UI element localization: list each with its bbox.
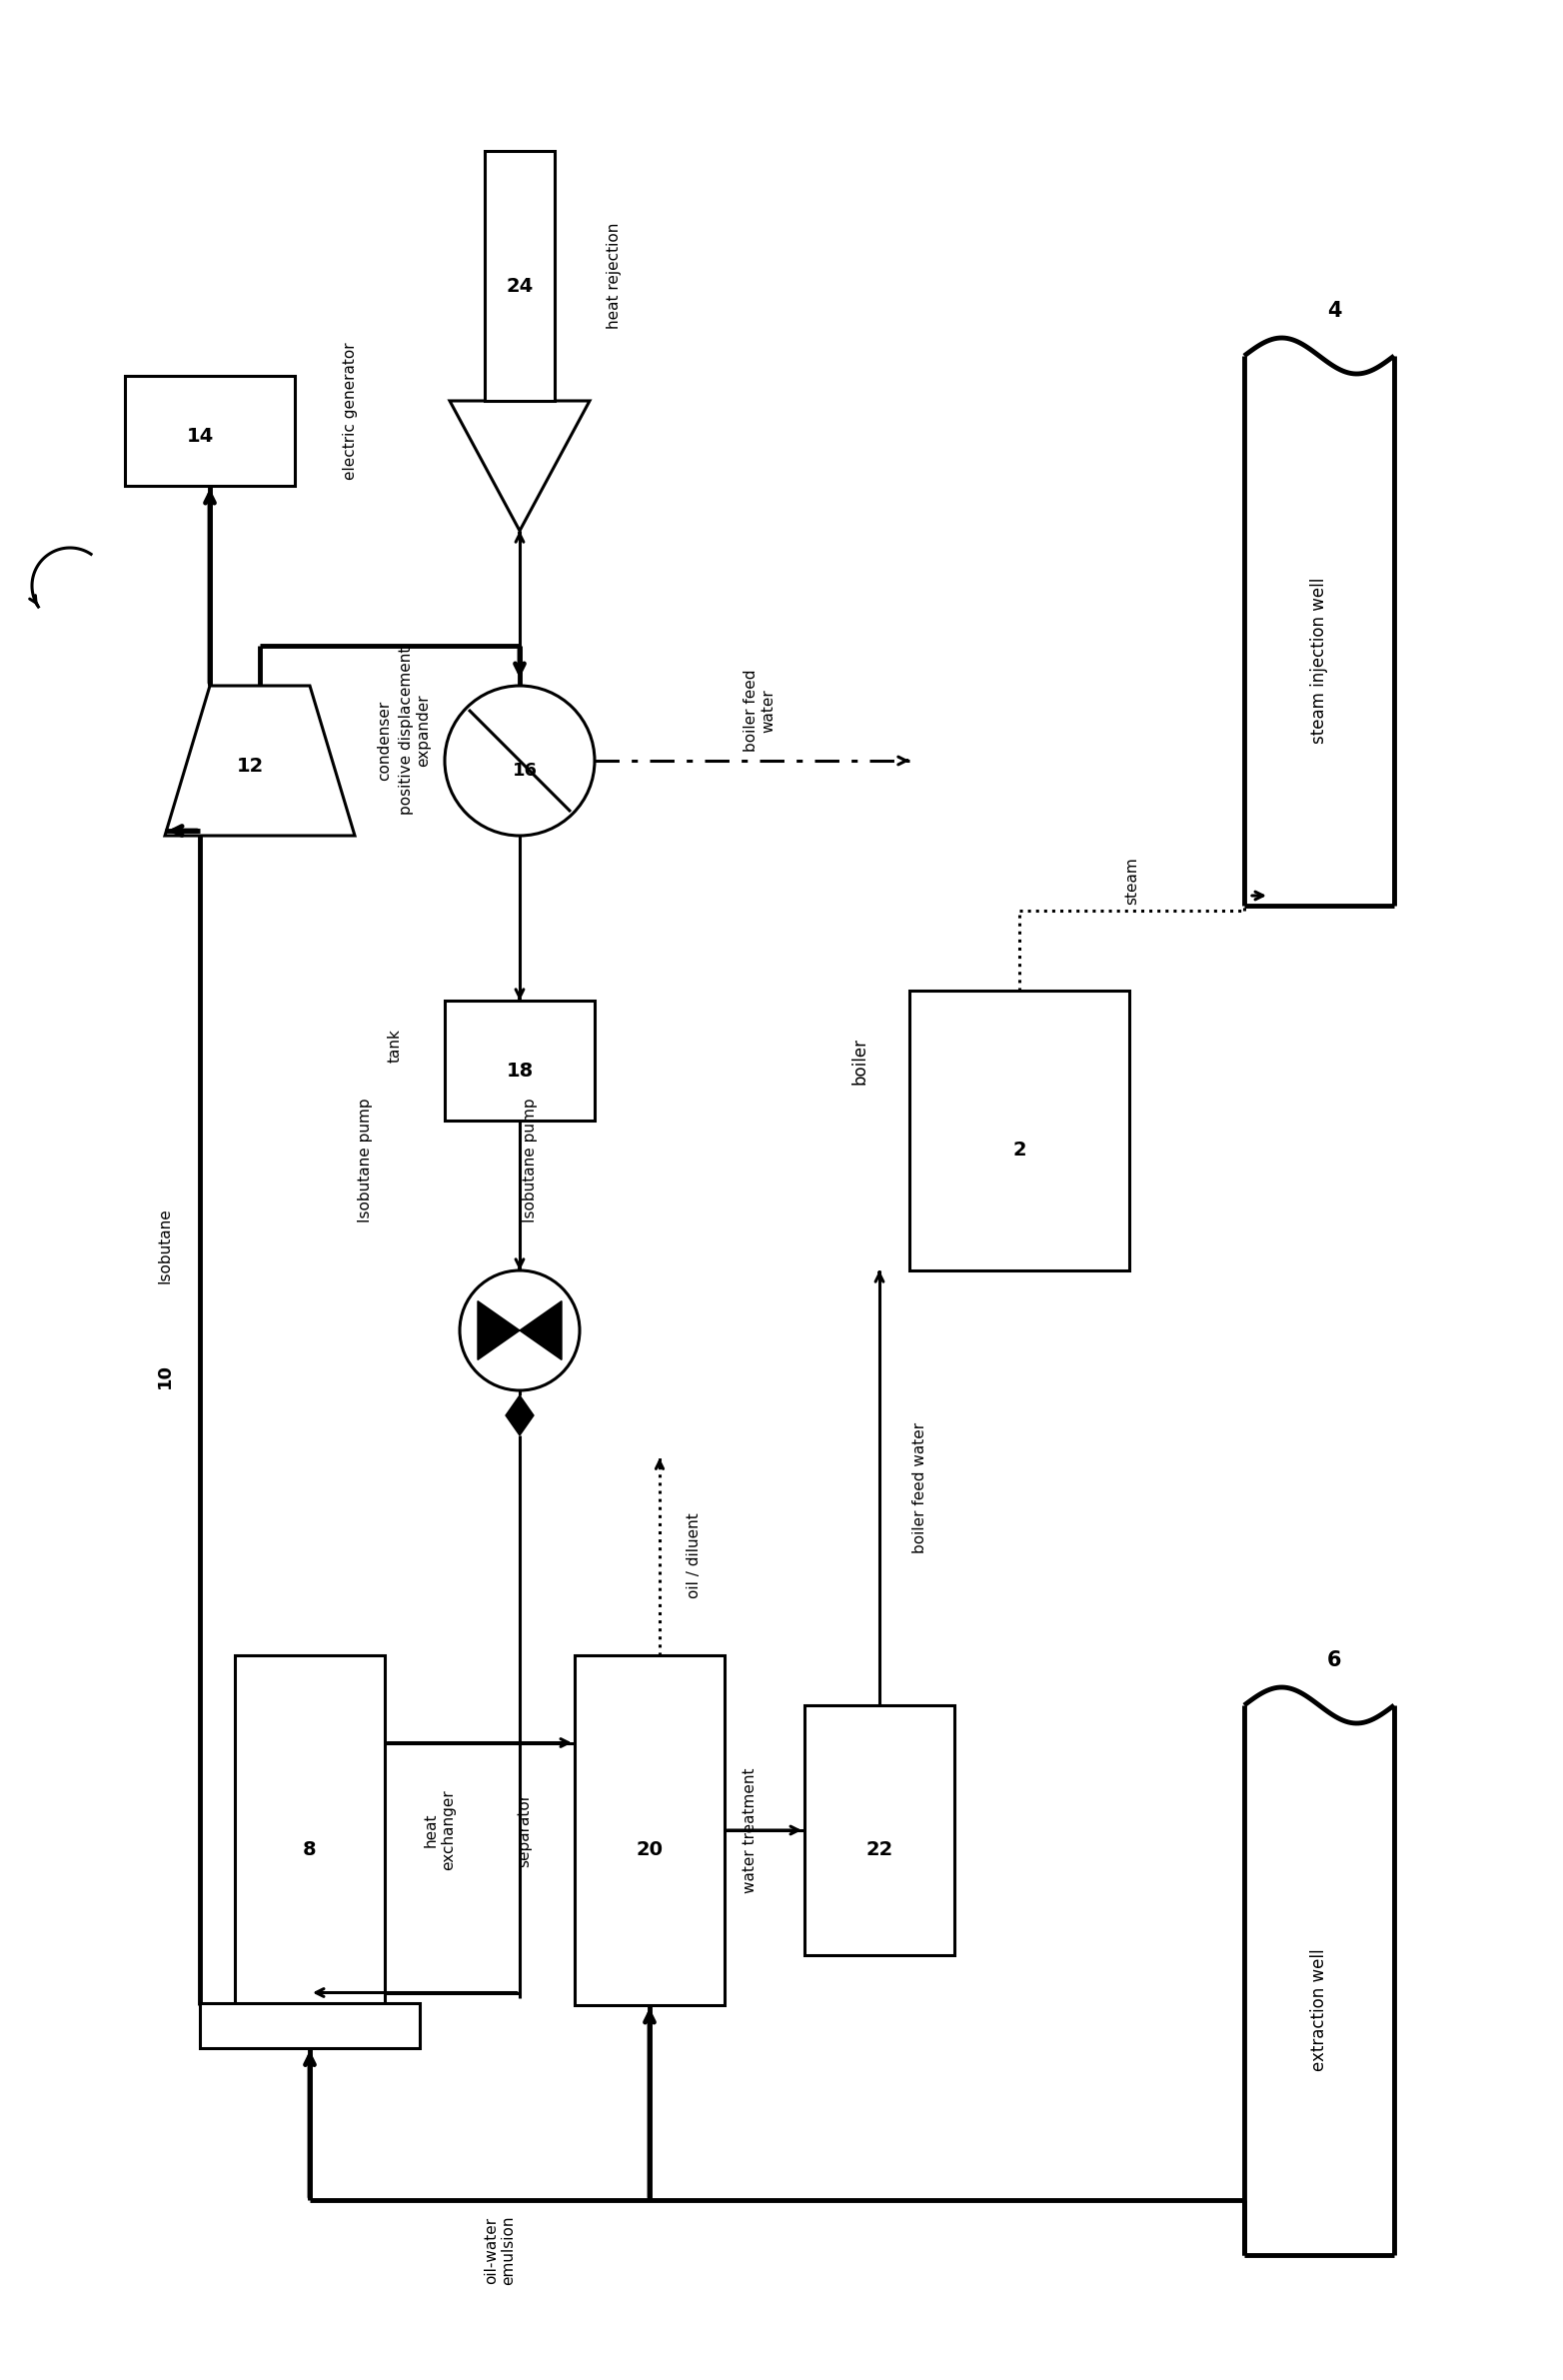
- Text: boiler feed water: boiler feed water: [911, 1423, 927, 1554]
- Polygon shape: [519, 1302, 561, 1359]
- Text: heat rejection: heat rejection: [606, 224, 622, 328]
- Text: 6: 6: [1327, 1649, 1341, 1671]
- Text: extraction well: extraction well: [1310, 1949, 1329, 2071]
- Text: heat
exchanger: heat exchanger: [424, 1790, 456, 1871]
- Text: 18: 18: [506, 1061, 533, 1081]
- Text: Isobutane pump: Isobutane pump: [522, 1097, 538, 1223]
- Text: condenser: condenser: [377, 700, 392, 781]
- Text: electric generator: electric generator: [342, 343, 358, 481]
- Bar: [485, 150, 555, 400]
- Text: 22: 22: [866, 1840, 892, 1859]
- Bar: [234, 1656, 384, 2006]
- Text: 2: 2: [1013, 1140, 1027, 1159]
- Text: oil / diluent: oil / diluent: [688, 1511, 702, 1599]
- Text: positive displacement
expander: positive displacement expander: [399, 647, 431, 814]
- Text: 10: 10: [156, 1364, 173, 1388]
- Bar: [125, 376, 295, 486]
- Bar: [200, 2002, 420, 2047]
- Bar: [805, 1706, 955, 1956]
- Text: oil-water
emulsion: oil-water emulsion: [483, 2216, 516, 2285]
- Bar: [575, 1656, 725, 2006]
- Bar: [910, 990, 1130, 1271]
- Text: steam: steam: [1124, 857, 1139, 904]
- Text: 16: 16: [513, 762, 538, 781]
- Text: Isobutane: Isobutane: [158, 1207, 172, 1283]
- Text: boiler feed
water: boiler feed water: [744, 669, 775, 752]
- Text: 14: 14: [186, 426, 214, 445]
- Text: tank: tank: [388, 1028, 402, 1061]
- Polygon shape: [506, 1395, 533, 1435]
- Text: Isobutane pump: Isobutane pump: [358, 1097, 372, 1223]
- Text: water treatment: water treatment: [742, 1768, 756, 1892]
- Text: 20: 20: [636, 1840, 663, 1859]
- Text: 24: 24: [506, 276, 533, 295]
- Text: 8: 8: [303, 1840, 317, 1859]
- Text: 4: 4: [1327, 300, 1341, 321]
- Polygon shape: [478, 1302, 519, 1359]
- Text: separator: separator: [517, 1792, 531, 1868]
- Text: 12: 12: [236, 757, 264, 776]
- Text: boiler: boiler: [850, 1038, 869, 1083]
- Bar: [445, 1000, 594, 1121]
- Text: steam injection well: steam injection well: [1310, 578, 1329, 745]
